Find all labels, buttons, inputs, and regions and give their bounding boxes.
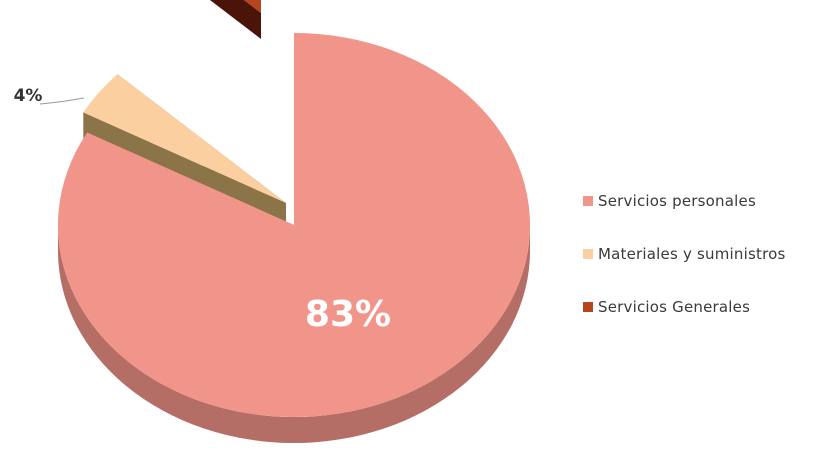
pie-slice-servicios-personales <box>58 33 530 418</box>
slice-radial-wall-servicios-generales-0 <box>209 0 261 39</box>
chart-legend: Servicios personales Materiales y sumini… <box>583 188 828 347</box>
legend-swatch-servicios-personales <box>583 196 593 206</box>
pie-data-labels: 83% 4% 13% <box>14 51 392 336</box>
pie-slices <box>58 0 530 418</box>
legend-swatch-materiales-y-suministros <box>583 249 593 259</box>
data-label-materiales-y-suministros: 4% <box>14 86 43 106</box>
leader-line-materiales-y-suministros <box>39 97 85 105</box>
legend-label-servicios-generales: Servicios Generales <box>598 298 751 316</box>
data-label-servicios-generales: 13% <box>183 51 228 73</box>
pie-slice-servicios-generales <box>243 0 261 13</box>
legend-label-materiales-y-suministros: Materiales y suministros <box>598 245 786 263</box>
legend-item-materiales-y-suministros: Materiales y suministros <box>583 241 828 267</box>
pie-slice-materiales-y-suministros <box>83 74 286 203</box>
legend-item-servicios-personales: Servicios personales <box>583 188 828 214</box>
legend-swatch-servicios-generales <box>583 302 593 312</box>
data-label-servicios-personales: 83% <box>305 294 391 335</box>
legend-label-servicios-personales: Servicios personales <box>598 192 756 210</box>
legend-item-servicios-generales: Servicios Generales <box>583 294 828 320</box>
